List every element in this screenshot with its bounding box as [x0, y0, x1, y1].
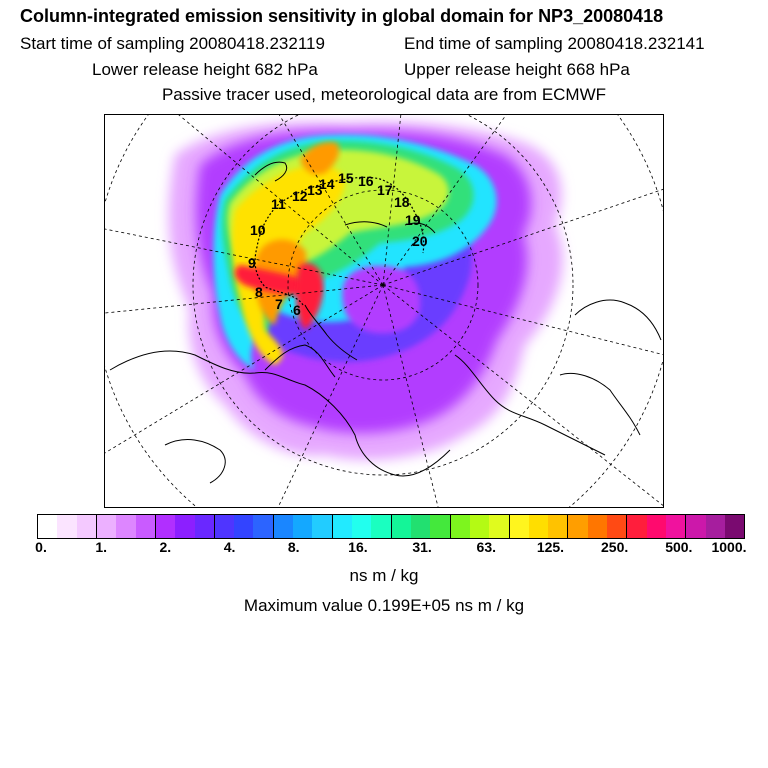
colorbar-segment: [76, 515, 97, 538]
colorbar-tick-label: 250.: [601, 539, 629, 555]
colorbar-segment: [587, 515, 608, 538]
colorbar-segment: [724, 515, 745, 538]
colorbar-segment: [705, 515, 725, 538]
colorbar-segment: [175, 515, 195, 538]
colorbar-tick-label: 31.: [412, 539, 432, 555]
colorbar-tick-label: 16.: [348, 539, 368, 555]
colorbar-tick-label: 125.: [536, 539, 565, 555]
track-label: 16: [358, 173, 374, 189]
colorbar-tick-label: 1.: [95, 539, 108, 555]
track-label: 15: [338, 170, 354, 186]
track-label: 18: [394, 194, 410, 210]
lower-release-height-label: Lower release height 682 hPa: [92, 60, 318, 79]
colorbar-segment: [410, 515, 431, 538]
colorbar-segment: [312, 515, 333, 538]
flight-track: 6 7 8 9 10 11 12 13 14 15 16 17 18 19 20: [248, 170, 428, 318]
colorbar-segment: [450, 515, 470, 538]
colorbar-tick-label: 63.: [476, 539, 496, 555]
track-label: 17: [377, 182, 393, 198]
end-time-label: End time of sampling 20080418.232141: [404, 34, 705, 53]
sensitivity-map: 6 7 8 9 10 11 12 13 14 15 16 17 18 19 20: [105, 115, 663, 507]
colorbar-segment: [568, 515, 588, 538]
colorbar-segment: [135, 515, 156, 538]
colorbar-segment: [371, 515, 392, 538]
colorbar-tick-label: 1000.: [711, 539, 747, 555]
track-label: 8: [255, 284, 263, 300]
track-label: 9: [248, 255, 256, 271]
colorbar-segment: [234, 515, 254, 538]
track-label: 13: [307, 182, 323, 198]
colorbar-segment: [548, 515, 569, 538]
upper-release-height-label: Upper release height 668 hPa: [404, 60, 630, 79]
units-label: ns m / kg: [349, 566, 419, 585]
tracer-note: Passive tracer used, meteorological data…: [161, 85, 607, 104]
colorbar-segment: [194, 515, 215, 538]
colorbar-segment: [509, 515, 529, 538]
colorbar-segment: [646, 515, 666, 538]
coastlines: [109, 161, 662, 484]
polar-map-panel: 6 7 8 9 10 11 12 13 14 15 16 17 18 19 20: [104, 114, 664, 508]
colorbar-tick-label: 4.: [223, 539, 236, 555]
colorbar-segment: [96, 515, 117, 538]
track-label: 20: [412, 233, 428, 249]
colorbar-segment: [469, 515, 490, 538]
colorbar-tick-label: 2.: [159, 539, 172, 555]
colorbar-segment: [116, 515, 136, 538]
max-value-label: Maximum value 0.199E+05 ns m / kg: [243, 596, 525, 615]
colorbar-segment: [57, 515, 77, 538]
colorbar-segment: [253, 515, 274, 538]
colorbar-tick-label: 8.: [287, 539, 300, 555]
colorbar-tick-label: 500.: [665, 539, 693, 555]
track-label: 12: [292, 188, 308, 204]
colorbar-segment: [293, 515, 313, 538]
colorbar-segment: [155, 515, 176, 538]
colorbar-segment: [627, 515, 647, 538]
colorbar-segment: [332, 515, 352, 538]
start-time-label: Start time of sampling 20080418.232119: [20, 34, 325, 53]
track-label: 6: [293, 302, 301, 318]
colorbar-segment: [214, 515, 235, 538]
plot-title: Column-integrated emission sensitivity i…: [20, 6, 664, 26]
colorbar-segment: [489, 515, 510, 538]
colorbar: [37, 514, 745, 539]
colorbar-segment: [352, 515, 372, 538]
colorbar-segment: [430, 515, 451, 538]
track-label: 10: [250, 222, 266, 238]
colorbar-segment: [391, 515, 411, 538]
colorbar-segment: [528, 515, 549, 538]
track-label: 7: [275, 296, 283, 312]
colorbar-tick-label: 0.: [35, 539, 47, 555]
colorbar-segment: [686, 515, 706, 538]
lat-lon-grid: [105, 115, 663, 507]
track-label: 19: [405, 212, 421, 228]
track-label: 14: [319, 176, 335, 192]
emission-sensitivity-field: [168, 121, 563, 460]
colorbar-segment: [38, 515, 58, 538]
colorbar-segment: [666, 515, 687, 538]
track-label: 11: [271, 196, 286, 212]
colorbar-segment: [273, 515, 294, 538]
colorbar-segment: [607, 515, 628, 538]
